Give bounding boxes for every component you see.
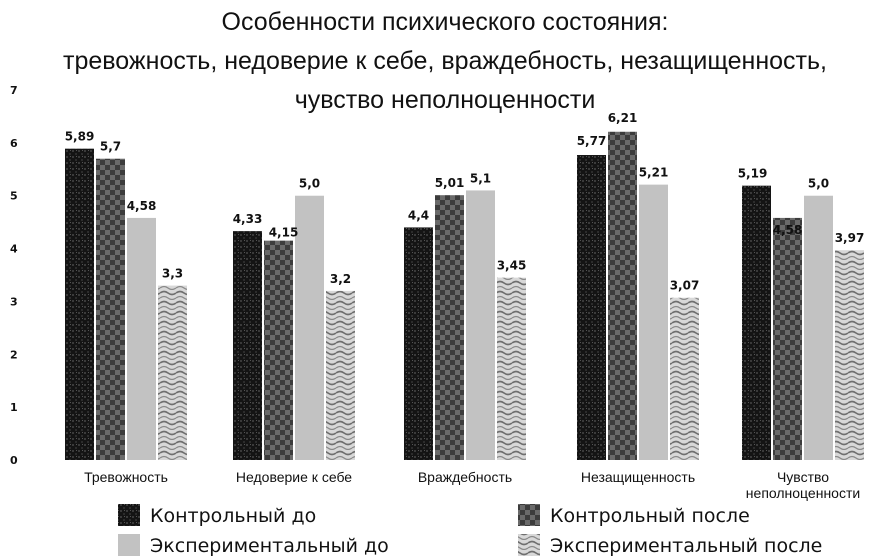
bar bbox=[835, 250, 864, 460]
legend-swatch bbox=[118, 504, 140, 526]
bar bbox=[742, 185, 771, 460]
data-labels: 5,89 4,33 4,4 5,77 5,19 5,7 4,15 5,01 6,21 4,58 4,… bbox=[65, 111, 865, 293]
data-label: 5,1 bbox=[470, 171, 491, 185]
legend-label: Экспериментальный после bbox=[550, 535, 822, 557]
bar bbox=[158, 285, 187, 460]
chart-title: Особенности психического состояния: трево… bbox=[63, 8, 827, 114]
category-label: Враждебность bbox=[418, 469, 512, 485]
y-tick-label: 6 bbox=[10, 137, 18, 150]
bar bbox=[96, 158, 125, 460]
bar bbox=[65, 148, 94, 460]
data-label: 5,0 bbox=[808, 177, 829, 191]
category-label: Незащищенность bbox=[581, 469, 695, 485]
data-label: 3,3 bbox=[162, 267, 183, 281]
bar bbox=[577, 155, 606, 460]
data-label: 5,19 bbox=[738, 167, 768, 181]
bar bbox=[404, 227, 433, 460]
data-label: 3,07 bbox=[670, 279, 700, 293]
legend-swatch bbox=[518, 504, 540, 526]
data-label: 5,0 bbox=[299, 177, 320, 191]
y-tick-label: 5 bbox=[10, 190, 18, 203]
bar bbox=[435, 195, 464, 460]
legend-swatch bbox=[118, 534, 140, 556]
y-tick-label: 2 bbox=[10, 348, 18, 361]
bar bbox=[639, 184, 668, 460]
bar bbox=[264, 240, 293, 460]
category-label: Тревожность bbox=[84, 469, 168, 485]
category-label: Чувство bbox=[777, 469, 829, 485]
bar bbox=[233, 231, 262, 460]
data-label: 3,2 bbox=[330, 272, 351, 286]
legend-swatch bbox=[518, 534, 540, 556]
data-label: 5,89 bbox=[65, 130, 95, 144]
bar bbox=[295, 195, 324, 460]
data-label: 3,97 bbox=[835, 231, 865, 245]
y-tick-label: 3 bbox=[10, 295, 18, 308]
data-label: 5,77 bbox=[577, 134, 607, 148]
y-axis: 0 1 2 3 4 5 6 7 bbox=[10, 84, 18, 467]
bars bbox=[65, 131, 864, 460]
data-label: 5,7 bbox=[100, 140, 121, 154]
category-label: неполноценности bbox=[746, 485, 860, 501]
title-line: чувство неполноценности bbox=[295, 86, 596, 114]
bar bbox=[127, 217, 156, 460]
bar bbox=[773, 217, 802, 460]
data-label: 3,45 bbox=[497, 259, 527, 273]
bar bbox=[497, 277, 526, 460]
data-label: 5,21 bbox=[639, 166, 669, 180]
bar bbox=[466, 190, 495, 460]
y-tick-label: 4 bbox=[10, 243, 18, 256]
y-tick-label: 0 bbox=[10, 454, 18, 467]
legend: Контрольный до Контрольный после Экспериме… bbox=[118, 504, 822, 557]
category-label: Недоверие к себе bbox=[236, 469, 352, 485]
data-label: 4,58 bbox=[773, 223, 803, 237]
data-label: 4,15 bbox=[269, 226, 299, 240]
data-label: 4,33 bbox=[233, 212, 263, 226]
data-label: 5,01 bbox=[435, 176, 465, 190]
y-tick-label: 1 bbox=[10, 401, 18, 414]
legend-label: Контрольный после bbox=[550, 505, 750, 527]
legend-label: Контрольный до bbox=[150, 505, 316, 527]
data-label: 4,4 bbox=[408, 208, 429, 222]
x-axis: Тревожность Недоверие к себе Враждебность Н… bbox=[84, 469, 860, 501]
bar bbox=[326, 290, 355, 460]
legend-label: Экспериментальный до bbox=[150, 535, 389, 557]
title-line: тревожность, недоверие к себе, враждебно… bbox=[63, 47, 827, 75]
data-label: 4,58 bbox=[127, 199, 157, 213]
y-tick-label: 7 bbox=[10, 84, 18, 97]
data-label: 6,21 bbox=[608, 111, 638, 125]
bar bbox=[670, 297, 699, 460]
bar bbox=[608, 131, 637, 460]
bar bbox=[804, 195, 833, 460]
title-line: Особенности психического состояния: bbox=[222, 8, 669, 36]
